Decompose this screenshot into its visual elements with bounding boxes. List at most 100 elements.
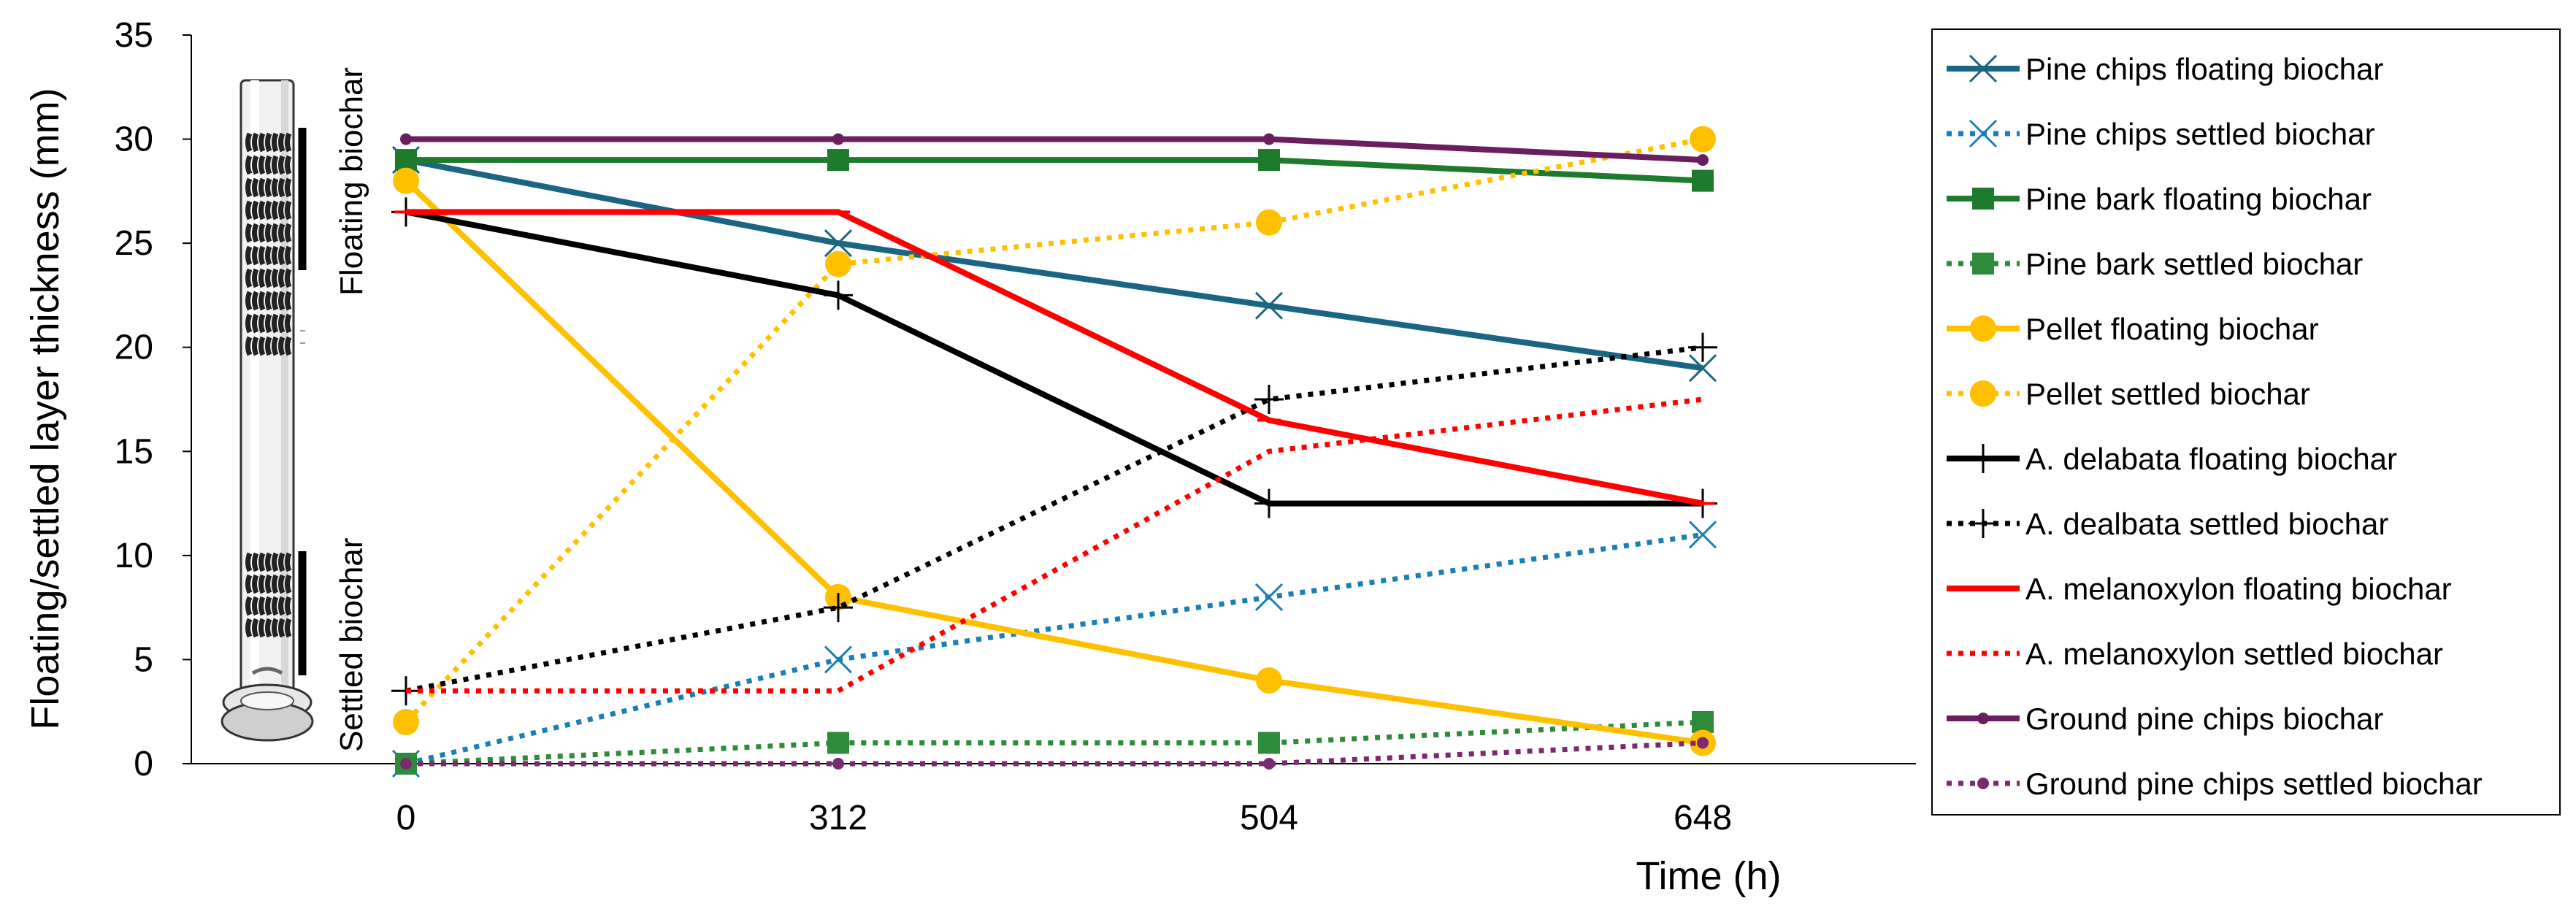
data-point <box>1258 732 1280 754</box>
series-line <box>405 532 1703 767</box>
y-tick-label: 10 <box>115 537 153 575</box>
legend-label: A. delabata floating biochar <box>2025 442 2397 476</box>
legend-label: Pine bark settled biochar <box>2025 247 2363 281</box>
series-line <box>404 137 1703 724</box>
series-line <box>406 209 1703 507</box>
legend-label: A. melanoxylon floating biochar <box>2025 572 2452 606</box>
legend-marker <box>1969 119 1998 148</box>
legend-label: Pine bark floating biochar <box>2025 182 2372 216</box>
settled-biochar-label: Settled biochar <box>334 537 369 752</box>
series-2 <box>395 149 1714 192</box>
legend: Pine chips floating biochar Pine chips se… <box>1947 52 2483 801</box>
legend-entry: A. delabata floating biochar <box>1947 442 2397 476</box>
legend-label: Pine chips floating biochar <box>2025 52 2383 86</box>
series-line <box>406 740 1703 767</box>
series-1 <box>391 521 1717 778</box>
y-tick-label: 35 <box>115 16 153 55</box>
series-line <box>405 157 1703 372</box>
data-point <box>1692 710 1714 733</box>
series-7 <box>391 332 1717 706</box>
legend-label: Ground pine chips biochar <box>2025 702 2383 736</box>
data-point <box>393 167 419 194</box>
legend-label: Pine chips settled biochar <box>2025 117 2375 151</box>
data-point <box>400 133 412 145</box>
data-point <box>1256 667 1282 694</box>
legend-entry: Pellet settled biochar <box>1947 377 2310 411</box>
data-point <box>1690 126 1716 153</box>
data-point <box>1254 488 1284 518</box>
data-point <box>827 732 849 754</box>
y-tick-label: 30 <box>115 120 153 159</box>
data-point <box>824 645 853 674</box>
y-axis-title: Floating/settled layer thickness (mm) <box>23 88 67 729</box>
legend-label: A. melanoxylon settled biochar <box>2025 637 2443 671</box>
legend-marker <box>1977 778 1989 789</box>
legend-label: Pellet floating biochar <box>2025 312 2319 346</box>
data-point <box>1688 332 1717 362</box>
data-point <box>824 280 853 310</box>
legend-entry: A. melanoxylon settled biochar <box>1947 637 2443 671</box>
legend-marker <box>1972 188 1994 210</box>
data-point <box>825 250 851 277</box>
y-tick-label: 5 <box>134 640 153 679</box>
legend-entry: A. dealbata settled biochar <box>1947 507 2388 541</box>
data-point <box>395 149 417 172</box>
data-point <box>1692 169 1714 192</box>
y-tick-label: 15 <box>115 432 153 471</box>
series-line <box>406 396 1703 694</box>
series-line <box>405 345 1703 694</box>
series-9 <box>406 396 1703 694</box>
data-point <box>824 229 853 258</box>
legend-entry: Pine chips floating biochar <box>1947 52 2383 86</box>
series-8 <box>394 209 1714 507</box>
legend-label: A. dealbata settled biochar <box>2025 507 2388 541</box>
x-tick-label: 0 <box>396 799 416 837</box>
legend-marker <box>1969 509 1998 538</box>
data-point <box>832 133 844 145</box>
legend-marker <box>1969 54 1998 83</box>
column-illustration <box>221 79 314 742</box>
y-tick-label: 20 <box>115 329 153 367</box>
legend-marker <box>1970 315 1996 342</box>
data-point <box>1254 291 1284 320</box>
floating-biochar-label: Floating biochar <box>334 67 369 296</box>
data-point <box>393 708 419 735</box>
data-point <box>400 758 412 770</box>
series-3 <box>395 710 1714 775</box>
series-10 <box>400 133 1709 166</box>
legend-entry: Ground pine chips biochar <box>1947 702 2383 736</box>
legend-marker <box>1970 380 1996 407</box>
data-point <box>824 593 853 623</box>
series-0 <box>391 146 1717 383</box>
data-point <box>1263 758 1275 770</box>
data-point <box>1688 521 1717 549</box>
legend-marker <box>1977 713 1989 724</box>
data-point <box>827 149 849 172</box>
data-point <box>1697 154 1709 166</box>
data-point <box>1263 133 1275 145</box>
legend-marker <box>1972 253 1994 275</box>
series-line <box>405 719 1703 767</box>
legend-label: Pellet settled biochar <box>2025 377 2310 411</box>
legend-entry: Ground pine chips settled biochar <box>1947 767 2483 801</box>
series-5 <box>393 126 1716 735</box>
plot-area: 0 5 10 15 20 25 30 35 0 312 504 648 <box>115 16 1916 837</box>
legend-entry: A. melanoxylon floating biochar <box>1947 572 2452 606</box>
data-point <box>1256 209 1282 236</box>
series-line <box>405 209 1703 507</box>
legend-entry: Pine bark settled biochar <box>1947 247 2363 281</box>
data-point <box>832 758 844 770</box>
data-point <box>1258 149 1280 172</box>
series-11 <box>400 737 1709 770</box>
y-tick-label: 25 <box>115 224 153 263</box>
x-tick-label: 312 <box>809 799 867 837</box>
data-point <box>1254 583 1284 611</box>
x-axis-title: Time (h) <box>1636 854 1782 898</box>
data-point <box>1688 354 1717 383</box>
legend-label: Ground pine chips settled biochar <box>2025 767 2483 801</box>
series-line <box>404 178 1703 746</box>
x-tick-label: 504 <box>1240 799 1298 837</box>
legend-marker <box>1969 444 1998 473</box>
legend-entry: Pine chips settled biochar <box>1947 117 2375 151</box>
